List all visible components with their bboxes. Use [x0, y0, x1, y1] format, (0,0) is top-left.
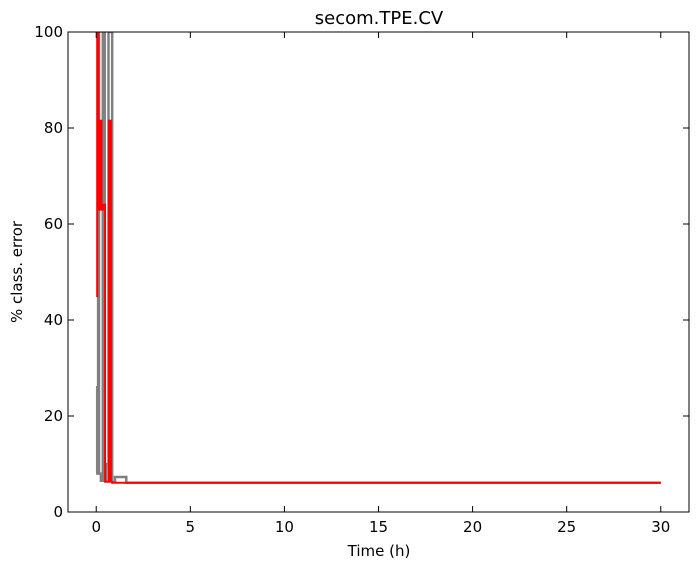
x-tick-label: 5 — [186, 518, 196, 536]
x-axis-label: Time (h) — [347, 542, 411, 560]
x-tick-label: 15 — [369, 518, 388, 536]
y-tick-label: 100 — [34, 23, 63, 41]
x-tick-label: 0 — [91, 518, 101, 536]
y-tick-label: 60 — [44, 215, 63, 233]
y-tick-label: 0 — [53, 503, 63, 521]
ticks-group: 0 5 10 15 20 25 30 0 20 40 60 80 100 — [34, 23, 689, 536]
series-line-0 — [95, 32, 661, 484]
y-tick-label: 80 — [44, 119, 63, 137]
plot-frame — [67, 31, 690, 513]
y-axis-label: % class. error — [8, 220, 26, 323]
series-group — [95, 32, 661, 484]
x-tick-label: 20 — [463, 518, 482, 536]
y-tick-label: 40 — [44, 311, 63, 329]
chart-title: secom.TPE.CV — [315, 8, 444, 29]
series-line-1 — [96, 32, 661, 484]
x-tick-label: 10 — [275, 518, 294, 536]
x-tick-label: 30 — [651, 518, 670, 536]
y-tick-label: 20 — [44, 407, 63, 425]
x-tick-label: 25 — [557, 518, 576, 536]
